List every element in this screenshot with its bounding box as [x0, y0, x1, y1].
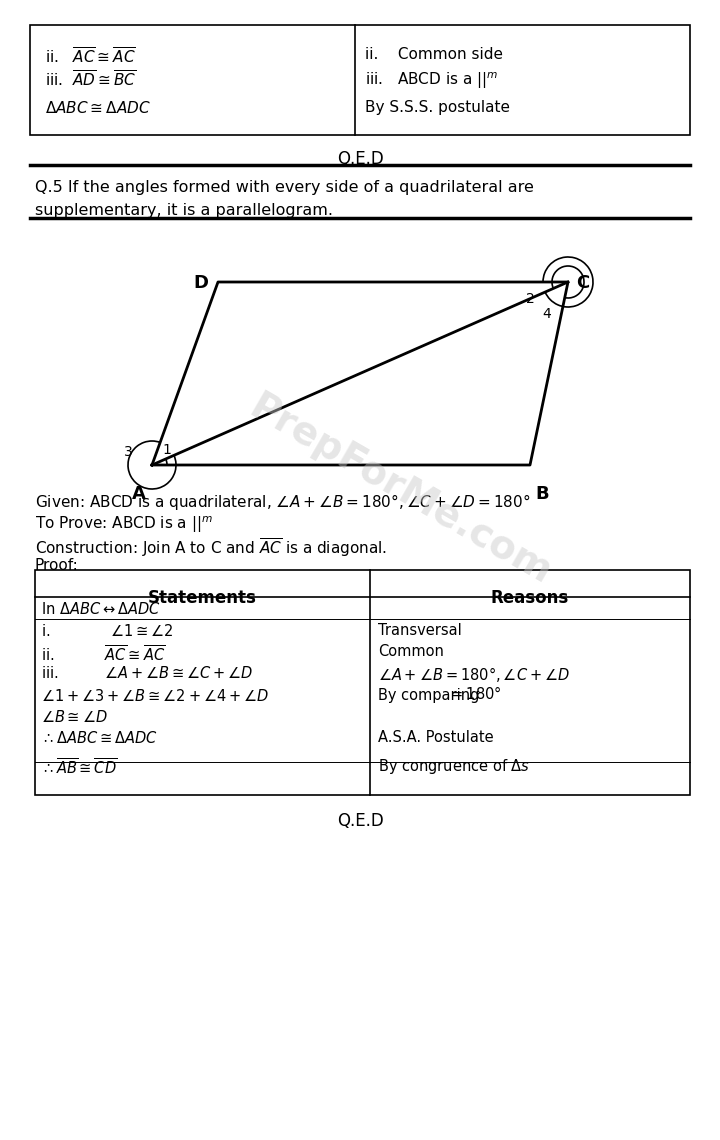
Text: Transversal: Transversal [378, 622, 462, 638]
Text: ii.           $\overline{AC} \cong \overline{AC}$: ii. $\overline{AC} \cong \overline{AC}$ [41, 644, 166, 665]
Text: Q.E.D: Q.E.D [337, 150, 383, 168]
Text: $\therefore \Delta ABC \cong \Delta ADC$: $\therefore \Delta ABC \cong \Delta ADC$ [41, 730, 158, 746]
Text: iii.  $\overline{AD} \cong \overline{BC}$: iii. $\overline{AD} \cong \overline{BC}$ [45, 70, 136, 90]
Text: $\therefore \overline{AB} \cong \overline{CD}$: $\therefore \overline{AB} \cong \overlin… [41, 757, 117, 777]
Text: By congruence of $\Delta s$: By congruence of $\Delta s$ [378, 757, 530, 776]
Text: $\angle A + \angle B = 180°, \angle C + \angle D$: $\angle A + \angle B = 180°, \angle C + … [378, 665, 570, 684]
Text: Given: ABCD is a quadrilateral, $\angle A + \angle B = 180°, \angle C + \angle D: Given: ABCD is a quadrilateral, $\angle … [35, 492, 531, 512]
Text: Construction: Join A to C and $\overline{AC}$ is a diagonal.: Construction: Join A to C and $\overline… [35, 536, 387, 559]
Text: $\angle 1 + \angle 3 + \angle B \cong \angle 2 + \angle 4 + \angle D$: $\angle 1 + \angle 3 + \angle B \cong \a… [41, 689, 269, 705]
Text: A.S.A. Postulate: A.S.A. Postulate [378, 730, 494, 746]
Text: ii.   $\overline{AC} \cong \overline{AC}$: ii. $\overline{AC} \cong \overline{AC}$ [45, 47, 136, 67]
Text: C: C [576, 274, 589, 292]
Text: Q.5 If the angles formed with every side of a quadrilateral are: Q.5 If the angles formed with every side… [35, 180, 534, 195]
Text: D: D [193, 274, 208, 292]
Text: 3: 3 [124, 445, 132, 459]
Text: i.             $\angle 1 \cong \angle 2$: i. $\angle 1 \cong \angle 2$ [41, 622, 174, 640]
Text: Q.E.D: Q.E.D [337, 812, 383, 830]
Text: $\Delta ABC \cong \Delta ADC$: $\Delta ABC \cong \Delta ADC$ [45, 100, 151, 116]
Text: B: B [535, 484, 549, 503]
Bar [30, 25, 690, 135]
Text: ii.    Common side: ii. Common side [365, 47, 503, 62]
Text: By comparing: By comparing [378, 689, 480, 703]
Text: 4: 4 [542, 307, 551, 321]
Text: In $\Delta ABC \leftrightarrow \Delta ADC$: In $\Delta ABC \leftrightarrow \Delta AD… [41, 601, 161, 617]
Text: To Prove: ABCD is a $||^m$: To Prove: ABCD is a $||^m$ [35, 514, 213, 535]
Text: iii.   ABCD is a $||^m$: iii. ABCD is a $||^m$ [365, 70, 498, 90]
Text: Common: Common [378, 644, 444, 659]
Text: By S.S.S. postulate: By S.S.S. postulate [365, 100, 510, 115]
Text: 2: 2 [526, 292, 535, 306]
Text: Reasons: Reasons [491, 589, 569, 606]
Text: 1: 1 [162, 443, 171, 457]
Text: Proof:: Proof: [35, 557, 78, 573]
Text: A: A [132, 484, 146, 503]
Text: Statements: Statements [148, 589, 257, 606]
Text: iii.          $\angle A + \angle B \cong \angle C + \angle D$: iii. $\angle A + \angle B \cong \angle C… [41, 665, 253, 681]
Text: supplementary, it is a parallelogram.: supplementary, it is a parallelogram. [35, 203, 333, 218]
Bar [35, 570, 690, 795]
Text: $\angle B \cong \angle D$: $\angle B \cong \angle D$ [41, 709, 108, 725]
Text: $= 180°$: $= 180°$ [448, 685, 502, 702]
Text: PrepForMe.com: PrepForMe.com [242, 388, 558, 592]
